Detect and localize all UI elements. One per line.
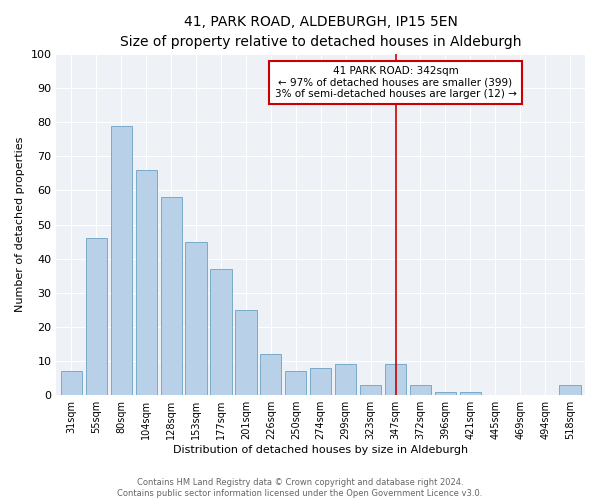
Title: 41, PARK ROAD, ALDEBURGH, IP15 5EN
Size of property relative to detached houses : 41, PARK ROAD, ALDEBURGH, IP15 5EN Size … <box>120 15 521 48</box>
Bar <box>161 197 182 395</box>
Bar <box>559 385 581 395</box>
Bar <box>110 126 132 395</box>
Bar <box>360 385 381 395</box>
Bar <box>285 372 307 395</box>
Bar <box>385 364 406 395</box>
Bar <box>185 242 206 395</box>
Text: 41 PARK ROAD: 342sqm
← 97% of detached houses are smaller (399)
3% of semi-detac: 41 PARK ROAD: 342sqm ← 97% of detached h… <box>275 66 517 99</box>
Bar <box>310 368 331 395</box>
Bar <box>136 170 157 395</box>
Bar <box>335 364 356 395</box>
Bar <box>235 310 257 395</box>
Text: Contains HM Land Registry data © Crown copyright and database right 2024.
Contai: Contains HM Land Registry data © Crown c… <box>118 478 482 498</box>
Bar <box>435 392 456 395</box>
Bar <box>61 372 82 395</box>
Bar <box>260 354 281 395</box>
Y-axis label: Number of detached properties: Number of detached properties <box>15 137 25 312</box>
Bar <box>211 269 232 395</box>
Bar <box>410 385 431 395</box>
Bar <box>460 392 481 395</box>
X-axis label: Distribution of detached houses by size in Aldeburgh: Distribution of detached houses by size … <box>173 445 468 455</box>
Bar <box>86 238 107 395</box>
